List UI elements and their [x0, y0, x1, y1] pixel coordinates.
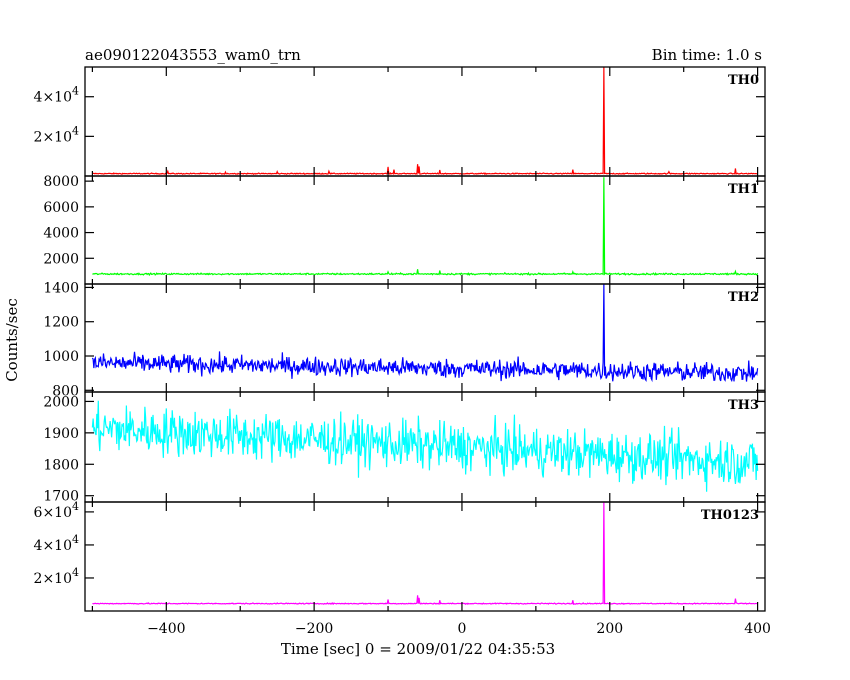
panel-stack: 2×104 4×104 TH0 2000 4000 6000 8000 TH1 800 1000 1… — [34, 66, 766, 612]
bin-time-label: Bin time: 1.0 s — [652, 46, 762, 64]
y-tick-label: 1900 — [43, 426, 79, 442]
series-line-th3 — [91, 400, 759, 492]
y-tick-label: 4×104 — [34, 85, 79, 106]
y-tick-label: 2×104 — [34, 566, 79, 587]
panel-th2: 800 1000 1200 1400 TH2 — [43, 280, 766, 399]
y-tick-label: 4000 — [43, 226, 79, 242]
y-tick-label: 1800 — [43, 457, 79, 473]
y-tick-label: 6×104 — [34, 500, 79, 521]
y-tick-label: 2000 — [43, 251, 79, 267]
panel-frame — [84, 175, 766, 285]
panel-label: TH2 — [728, 290, 759, 305]
y-tick-label: 2000 — [43, 394, 79, 410]
panel-th3: 1700 1800 1900 2000 TH3 — [43, 391, 766, 505]
y-axis-label: Counts/sec — [3, 298, 21, 382]
x-axis-label: Time [sec] 0 = 2009/01/22 04:35:53 — [281, 640, 555, 658]
series-line-th1 — [92, 177, 759, 277]
panel-label: TH1 — [728, 182, 759, 197]
y-tick-label: 800 — [52, 383, 79, 399]
panel-th1: 2000 4000 6000 8000 TH1 — [43, 174, 766, 285]
x-tick-label: 0 — [457, 621, 466, 637]
y-tick-label: 6000 — [43, 200, 79, 216]
panel-th0123: 2×104 4×104 6×104 TH0123 — [34, 500, 766, 612]
panel-label: TH3 — [728, 398, 759, 413]
panel-frame — [84, 66, 766, 177]
y-tick-label: 4×104 — [34, 533, 79, 554]
x-tick-label: 200 — [596, 621, 623, 637]
series-line-th2 — [91, 284, 759, 383]
x-tick-label: 400 — [744, 621, 771, 637]
panel-label: TH0 — [728, 73, 759, 88]
y-tick-label: 1400 — [43, 280, 79, 296]
x-axis: −400 −200 0 200 400 — [147, 621, 771, 637]
panel-frame — [84, 501, 766, 612]
y-tick-label: 1700 — [43, 489, 79, 505]
y-tick-label: 1200 — [43, 315, 79, 331]
y-tick-label: 1000 — [43, 349, 79, 365]
x-tick-label: −200 — [295, 621, 333, 637]
panel-frame — [84, 283, 766, 393]
chart-title: ae090122043553_wam0_trn — [85, 46, 301, 64]
x-tick-label: −400 — [147, 621, 185, 637]
y-tick-label: 2×104 — [34, 124, 79, 145]
panel-th0: 2×104 4×104 TH0 — [34, 66, 766, 177]
series-line-th0123 — [92, 502, 758, 606]
panel-label: TH0123 — [701, 508, 759, 523]
series-line-th0 — [92, 67, 758, 176]
y-tick-label: 8000 — [43, 174, 79, 190]
